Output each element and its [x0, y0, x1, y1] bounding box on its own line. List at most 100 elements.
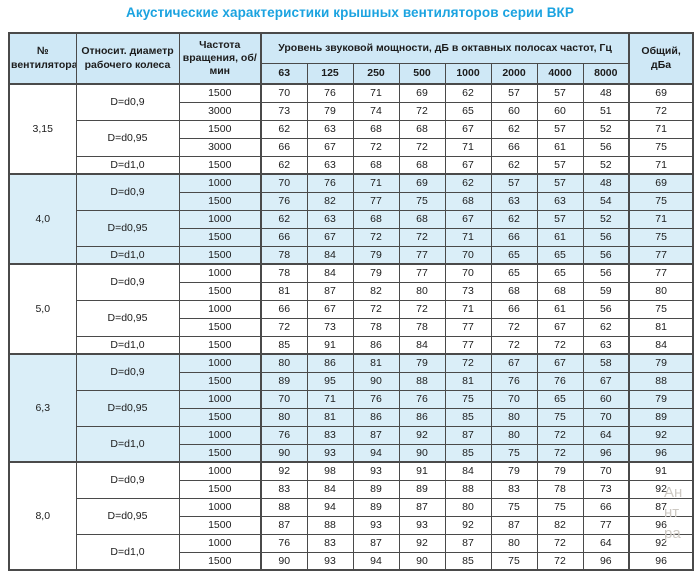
level-cell: 63	[306, 209, 354, 229]
table-row: D=d1,0 1000 76 83 87 92 87 80 72 64 92	[9, 425, 694, 463]
level-cell: 83	[306, 533, 354, 553]
level-cell: 91	[306, 335, 354, 355]
diameter-cell: D=d1,0	[75, 335, 180, 355]
table-row: 1500 90 93 94 90 85 75 72 96 96	[9, 443, 694, 463]
level-cell: 85	[444, 443, 492, 463]
level-cell: 76	[306, 83, 354, 103]
level-cell: 70	[260, 173, 308, 193]
rpm-cell: 3000	[178, 137, 262, 157]
total-dba-cell: 92	[628, 425, 694, 445]
rpm-cell: 1500	[178, 371, 262, 391]
level-cell: 89	[352, 497, 400, 517]
level-cell: 68	[352, 209, 400, 229]
level-cell: 66	[260, 137, 308, 157]
level-cell: 76	[490, 371, 538, 391]
level-cell: 78	[352, 317, 400, 337]
level-cell: 57	[536, 83, 584, 103]
level-cell: 87	[398, 497, 446, 517]
level-cell: 57	[536, 209, 584, 229]
level-cell: 60	[536, 101, 584, 121]
level-cell: 79	[352, 245, 400, 265]
level-cell: 64	[582, 425, 630, 445]
level-cell: 62	[444, 83, 492, 103]
fan-number-cell: 8,0	[8, 461, 77, 571]
level-cell: 66	[582, 497, 630, 517]
level-cell: 84	[306, 479, 354, 499]
level-cell: 77	[582, 515, 630, 535]
rpm-cell: 1500	[178, 227, 262, 247]
rpm-cell: 1500	[178, 479, 262, 499]
level-cell: 62	[444, 173, 492, 193]
level-cell: 70	[582, 407, 630, 427]
total-dba-cell: 75	[628, 227, 694, 247]
rpm-cell: 1500	[178, 119, 262, 139]
level-cell: 62	[260, 155, 308, 175]
level-cell: 56	[582, 299, 630, 319]
rpm-cell: 1000	[178, 263, 262, 283]
level-cell: 83	[260, 479, 308, 499]
level-cell: 67	[444, 155, 492, 175]
level-cell: 67	[306, 299, 354, 319]
level-cell: 72	[536, 533, 584, 553]
level-cell: 72	[490, 317, 538, 337]
level-cell: 76	[260, 533, 308, 553]
level-cell: 72	[536, 551, 584, 571]
diameter-cell: D=d0,9	[75, 263, 180, 301]
level-cell: 68	[398, 155, 446, 175]
table-row: 1500 81 87 82 80 73 68 68 59 80	[9, 281, 694, 301]
diameter-cell: D=d0,95	[75, 389, 180, 427]
level-cell: 56	[582, 137, 630, 157]
level-cell: 88	[444, 479, 492, 499]
total-dba-cell: 75	[628, 191, 694, 211]
rpm-cell: 1500	[178, 443, 262, 463]
level-cell: 81	[306, 407, 354, 427]
level-cell: 54	[582, 191, 630, 211]
level-cell: 79	[306, 101, 354, 121]
level-cell: 84	[444, 461, 492, 481]
level-cell: 72	[536, 425, 584, 445]
diameter-cell: D=d0,9	[75, 353, 180, 391]
level-cell: 87	[260, 515, 308, 535]
level-cell: 68	[536, 281, 584, 301]
level-cell: 68	[398, 209, 446, 229]
level-cell: 81	[352, 353, 400, 373]
level-cell: 65	[490, 263, 538, 283]
total-dba-cell: 69	[628, 173, 694, 193]
level-cell: 87	[306, 281, 354, 301]
table-row: D=d0,95 1000 62 63 68 68 67 62 57 52 71	[9, 209, 694, 247]
level-cell: 74	[352, 101, 400, 121]
rpm-cell: 1500	[178, 245, 262, 265]
level-cell: 76	[536, 371, 584, 391]
level-cell: 78	[260, 245, 308, 265]
level-cell: 72	[398, 137, 446, 157]
total-dba-cell: 87	[628, 497, 694, 517]
level-cell: 75	[490, 551, 538, 571]
level-cell: 89	[352, 479, 400, 499]
level-cell: 94	[352, 443, 400, 463]
level-cell: 71	[352, 83, 400, 103]
level-cell: 70	[260, 83, 308, 103]
level-cell: 93	[352, 515, 400, 535]
level-cell: 88	[398, 371, 446, 391]
rpm-cell: 1500	[178, 335, 262, 355]
level-cell: 84	[306, 245, 354, 265]
level-cell: 57	[536, 155, 584, 175]
level-cell: 59	[582, 281, 630, 301]
level-cell: 96	[582, 443, 630, 463]
level-cell: 91	[398, 461, 446, 481]
total-dba-cell: 77	[628, 245, 694, 265]
level-cell: 72	[352, 299, 400, 319]
level-cell: 72	[352, 227, 400, 247]
diameter-cell: D=d0,95	[75, 299, 180, 337]
total-dba-cell: 96	[628, 515, 694, 535]
total-dba-cell: 75	[628, 137, 694, 157]
level-cell: 65	[536, 245, 584, 265]
diameter-cell: D=d0,9	[75, 461, 180, 499]
level-cell: 85	[260, 335, 308, 355]
page-title: Акустические характеристики крышных вент…	[125, 5, 574, 20]
rpm-cell: 1500	[178, 317, 262, 337]
level-cell: 70	[260, 389, 308, 409]
level-cell: 77	[444, 335, 492, 355]
header-rotation-speed: Частота вращения, об/мин	[178, 32, 262, 85]
level-cell: 72	[352, 137, 400, 157]
